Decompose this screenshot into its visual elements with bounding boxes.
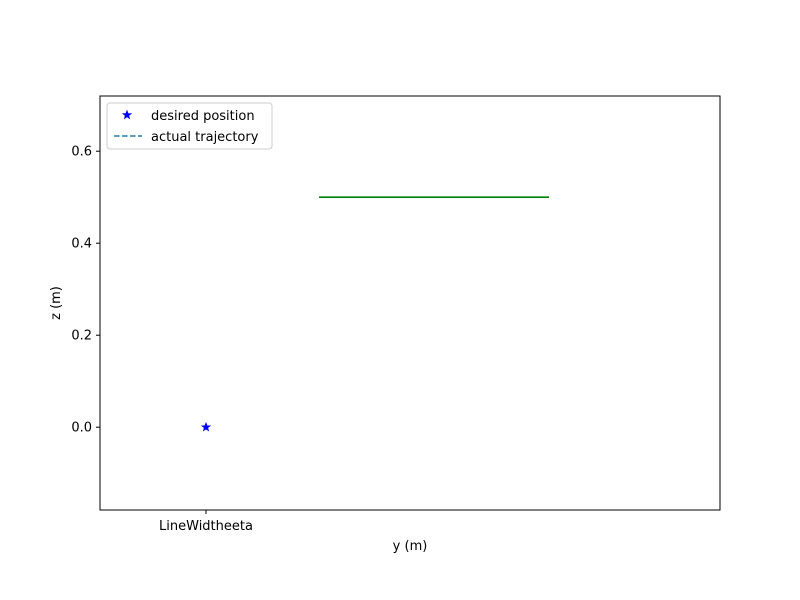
plot-area: [99, 95, 721, 511]
y-axis-ticks: 0.0 0.2 0.4 0.6: [71, 145, 100, 436]
legend-star-icon: [121, 109, 133, 120]
y-tick-label: 0.4: [71, 237, 92, 252]
legend: desired position actual trajectory: [106, 102, 273, 150]
legend-label-desired-position: desired position: [151, 109, 255, 124]
x-axis-ticks: LineWidtheeta: [159, 510, 253, 534]
x-tick-label: LineWidtheeta: [159, 519, 253, 534]
desired-position-point: [200, 421, 212, 432]
y-axis-label: z (m): [49, 286, 64, 320]
y-tick-label: 0.2: [71, 329, 92, 344]
y-tick-label: 0.6: [71, 145, 92, 160]
legend-box: [106, 102, 273, 150]
series-layer: [200, 196, 549, 432]
y-tick-label: 0.0: [71, 421, 92, 436]
legend-label-actual-trajectory: actual trajectory: [151, 130, 259, 145]
x-axis-label: y (m): [393, 539, 428, 554]
